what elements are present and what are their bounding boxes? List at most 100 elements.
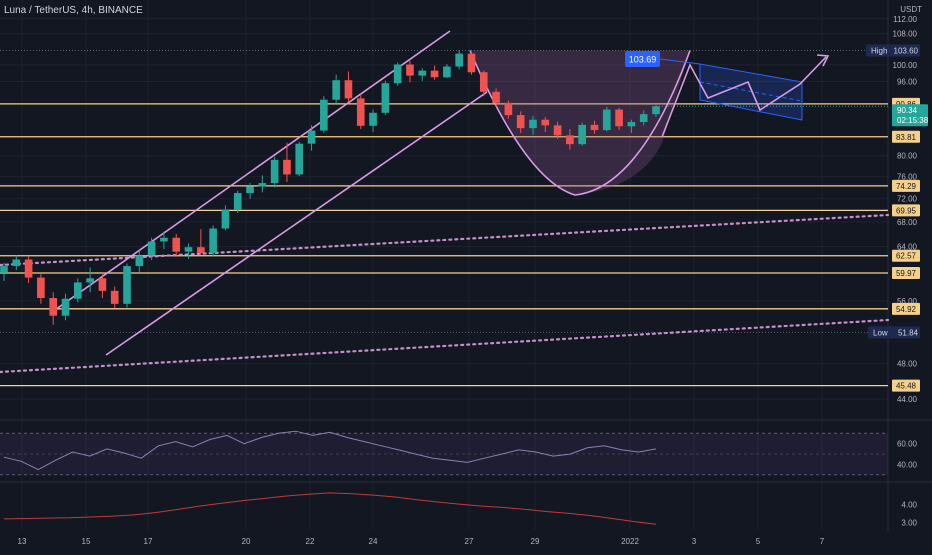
candle (123, 263, 131, 308)
candle-body (233, 192, 242, 210)
high-callout-value: 103.69 (629, 55, 657, 65)
channel-lower-line (105, 91, 488, 356)
level-tag-box (892, 302, 920, 315)
candle (516, 111, 525, 133)
level-tag-box (892, 249, 920, 262)
price-tick-label: 76.00 (897, 173, 918, 182)
candle-body (652, 106, 660, 115)
candle-body (492, 91, 500, 103)
candle-body (627, 122, 636, 127)
candle-body (221, 209, 230, 229)
candle-body (123, 266, 131, 304)
candle (209, 225, 217, 257)
candle (320, 96, 328, 133)
price-tick-label: 56.00 (897, 297, 918, 306)
level-tag-value: 62.57 (896, 252, 917, 261)
rsi-tick-label: 40.00 (897, 460, 918, 469)
candle-body (258, 183, 267, 187)
candle-body (73, 282, 82, 299)
indicator-layer (0, 430, 888, 525)
time-axis[interactable]: 13 15 17 20 22 24 27 29 2022 3 5 7 (18, 537, 825, 546)
candle (369, 109, 377, 133)
candle-body (283, 159, 291, 175)
candle-body (98, 278, 107, 291)
candle (172, 234, 181, 257)
candle-body (270, 159, 279, 184)
level-tag: 62.57 (892, 249, 920, 262)
candle-body (566, 135, 574, 145)
low-tag-label: Low (873, 328, 888, 337)
candle (430, 65, 439, 80)
high-tag-box (866, 44, 920, 57)
high-callout: 103.69 (625, 51, 660, 67)
candle-body (455, 53, 463, 67)
time-tick-label: 13 (18, 537, 27, 546)
indicator2-tick-label: 3.00 (901, 519, 917, 528)
price-axis[interactable]: 112.00 108.00 100.00 96.00 80.00 76.00 72.00 68… (866, 15, 929, 528)
candle (566, 129, 574, 150)
candle-body (209, 228, 217, 253)
candle-body (406, 64, 414, 76)
candle-body (86, 278, 94, 283)
candle-body (135, 255, 144, 267)
cup-shading (470, 50, 690, 196)
candle (504, 100, 513, 119)
level-tag: 69.95 (892, 204, 920, 217)
candle (406, 60, 414, 83)
callout-leader (659, 58, 701, 65)
candle (283, 142, 291, 182)
candle-body (443, 66, 451, 78)
candle-body (578, 124, 587, 145)
candle-body (418, 70, 427, 76)
candle (98, 274, 107, 299)
horizontal-levels (0, 49, 888, 387)
candle-body (12, 259, 21, 267)
grid-layer (0, 0, 932, 532)
time-tick-label: 22 (306, 537, 315, 546)
candles-layer (0, 50, 660, 325)
candle (529, 115, 537, 135)
currency-label: USDT (900, 5, 922, 14)
candle-body (356, 98, 365, 126)
candle-body (479, 72, 488, 92)
level-tag-value: 69.95 (896, 206, 917, 215)
price-tick-label: 64.00 (897, 243, 918, 252)
candle (443, 64, 451, 79)
symbol-title[interactable]: Luna / TetherUS, 4h, BINANCE (4, 5, 143, 16)
price-tick-label: 112.00 (893, 15, 917, 24)
candle (553, 121, 562, 139)
candle-body (529, 119, 537, 129)
candle (627, 119, 636, 133)
candle-body (160, 237, 168, 242)
time-tick-label: 15 (82, 537, 91, 546)
time-tick-label: 2022 (621, 537, 639, 546)
cup-curve (469, 50, 691, 196)
dotted-trendline-upper (0, 213, 890, 267)
candle-body (295, 143, 304, 175)
level-tag: 54.92 (892, 302, 920, 315)
candle-body (61, 298, 70, 316)
candle (160, 231, 168, 250)
candle (541, 116, 550, 133)
candle-body (49, 298, 58, 316)
candle-body (332, 80, 340, 100)
candle-body (246, 186, 254, 193)
level-tag: 83.81 (892, 130, 920, 143)
countdown-value: 02:15:38 (897, 116, 929, 125)
low-tag-box (868, 326, 920, 339)
projected-path-arrowhead (816, 54, 830, 67)
candle-body (639, 114, 648, 123)
time-tick-label: 17 (144, 537, 153, 546)
candle-body (369, 112, 377, 126)
candle (135, 250, 144, 273)
high-tag-label: High (871, 46, 887, 55)
candle (110, 286, 119, 309)
level-tag-value: 59.97 (896, 269, 917, 278)
level-tag: 59.97 (892, 267, 920, 280)
candle (197, 229, 205, 255)
candle (639, 110, 648, 126)
candle (270, 156, 279, 188)
